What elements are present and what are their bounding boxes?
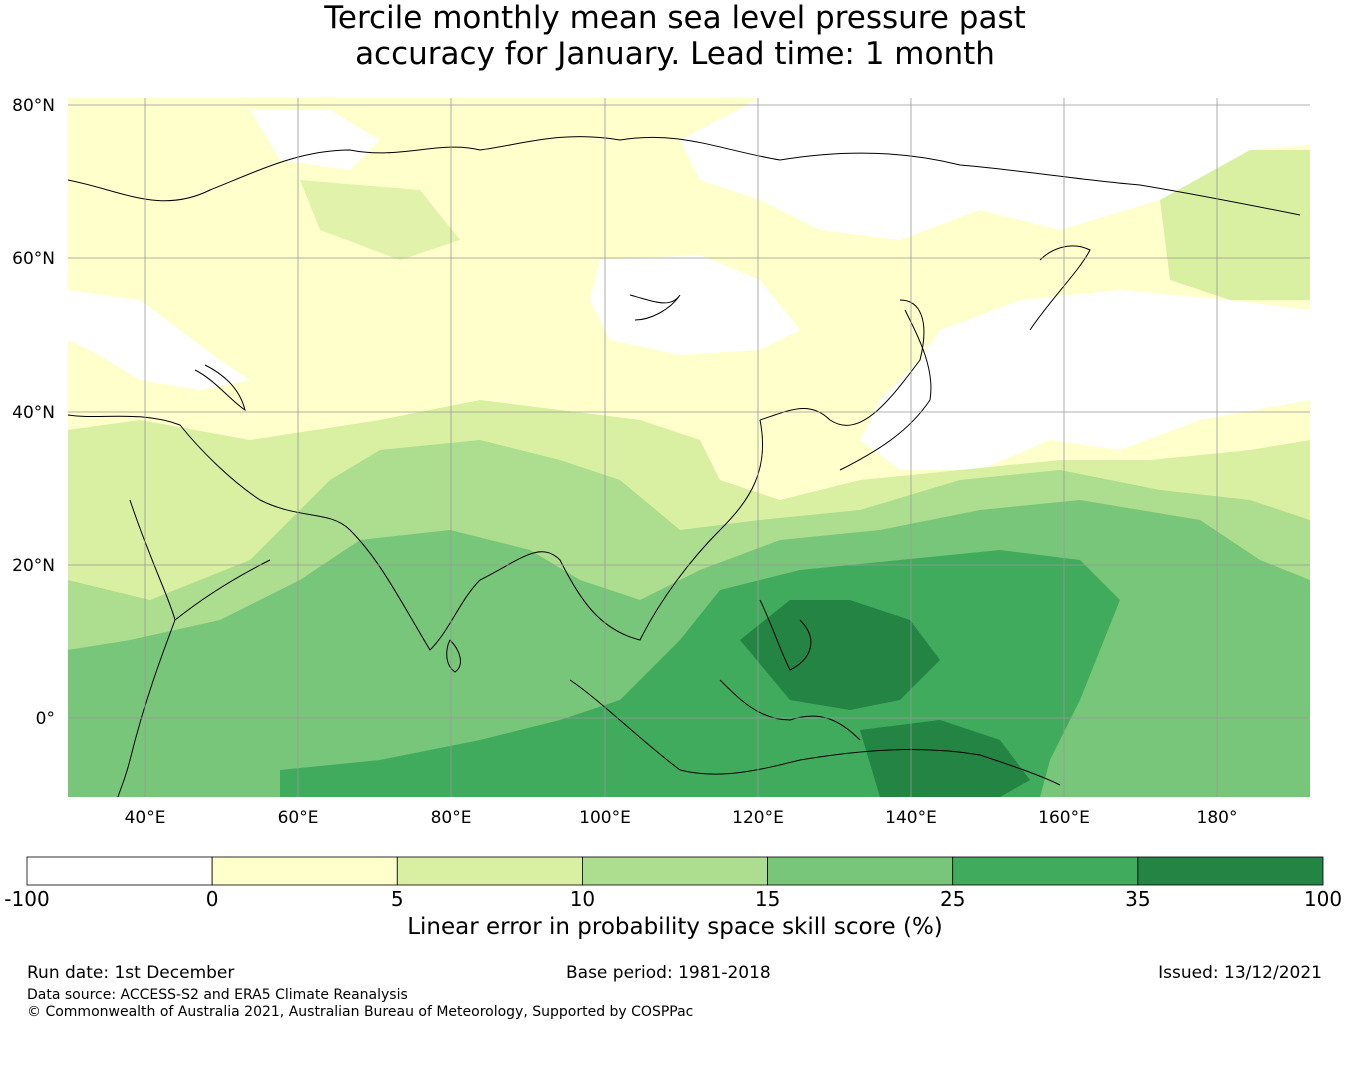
colorbar-segment	[1137, 856, 1324, 886]
colorbar	[26, 856, 1324, 886]
colorbar-tick-label: 15	[755, 887, 780, 910]
colorbar-tick-label: -100	[4, 887, 49, 910]
copyright: © Commonwealth of Australia 2021, Austra…	[27, 1004, 694, 1020]
lat-label-80n: 80°N	[12, 96, 55, 116]
lon-label-60e: 60°E	[278, 808, 319, 828]
colorbar-segment	[767, 856, 954, 886]
colorbar-label: Linear error in probability space skill …	[407, 914, 943, 940]
chart-title: Tercile monthly mean sea level pressure …	[0, 0, 1350, 72]
colorbar-tick-label: 25	[940, 887, 965, 910]
lon-label-40e: 40°E	[125, 808, 166, 828]
lat-label-60n: 60°N	[12, 249, 55, 269]
title-line-1: Tercile monthly mean sea level pressure …	[324, 0, 1026, 36]
lon-label-140e: 140°E	[885, 808, 937, 828]
graticule	[68, 98, 1310, 797]
skill-field	[68, 98, 1310, 797]
colorbar-segment	[582, 856, 768, 886]
lat-label-20n: 20°N	[12, 556, 55, 576]
lon-label-160e: 160°E	[1038, 808, 1090, 828]
data-source: Data source: ACCESS-S2 and ERA5 Climate …	[27, 987, 408, 1003]
lat-label-0: 0°	[36, 709, 55, 729]
issued-date: Issued: 13/12/2021	[1158, 963, 1322, 983]
colorbar-segment	[26, 856, 213, 886]
base-period: Base period: 1981-2018	[566, 963, 771, 983]
lon-label-100e: 100°E	[579, 808, 631, 828]
skill-map: 80°N 60°N 40°N 20°N 0° 40°E 60°E 80°E 10…	[4, 96, 1342, 910]
colorbar-segment	[211, 856, 398, 886]
lat-label-40n: 40°N	[12, 403, 55, 423]
title-line-2: accuracy for January. Lead time: 1 month	[355, 36, 995, 72]
lon-label-180: 180°	[1197, 808, 1238, 828]
colorbar-segment	[952, 856, 1139, 886]
colorbar-segment	[396, 856, 583, 886]
run-date: Run date: 1st December	[27, 963, 235, 983]
colorbar-tick-label: 100	[1304, 887, 1342, 910]
colorbar-tick-label: 35	[1125, 887, 1150, 910]
lon-label-80e: 80°E	[431, 808, 472, 828]
colorbar-tick-label: 5	[391, 887, 404, 910]
lon-label-120e: 120°E	[732, 808, 784, 828]
colorbar-tick-label: 10	[570, 887, 595, 910]
colorbar-tick-label: 0	[206, 887, 219, 910]
coastlines	[68, 136, 1301, 797]
